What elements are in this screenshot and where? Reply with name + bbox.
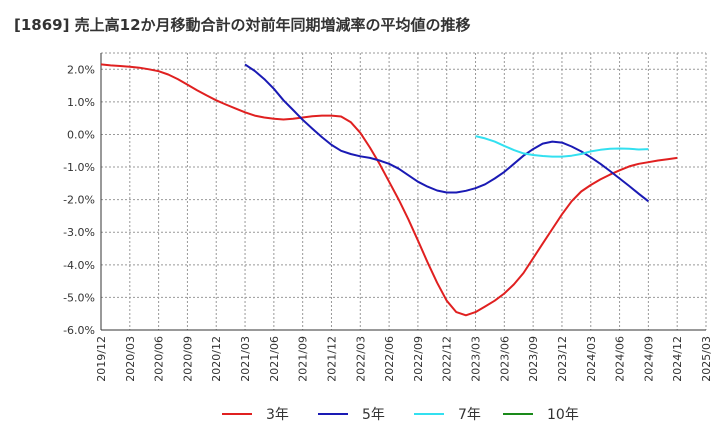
x-tick-label: 2021/03 (239, 336, 252, 382)
y-tick-label: -2.0% (63, 194, 95, 207)
x-tick-label: 2020/12 (210, 336, 223, 382)
x-tick-label: 2023/12 (556, 336, 569, 382)
y-tick-label: -1.0% (63, 161, 95, 174)
x-tick-label: 2023/09 (527, 336, 540, 382)
series-lines (100, 63, 678, 317)
legend-label-1: 5年 (362, 407, 385, 423)
x-tick-label: 2024/09 (642, 336, 655, 382)
legend-label-3: 10年 (547, 407, 579, 423)
x-tick-label: 2022/09 (412, 336, 425, 382)
x-axis-ticks: 2019/12 2020/03 2020/06 2020/09 2020/12 2021/… (95, 336, 713, 382)
y-tick-label: 1.0% (67, 96, 95, 109)
y-tick-label: -5.0% (63, 291, 95, 304)
x-tick-label: 2020/06 (153, 336, 166, 382)
series-line-1 (244, 63, 650, 203)
x-tick-label: 2024/03 (585, 336, 598, 382)
legend: 3年 5年 7年 10年 (222, 407, 579, 423)
x-tick-label: 2019/12 (95, 336, 108, 382)
y-tick-label: -6.0% (63, 324, 95, 337)
x-tick-label: 2022/12 (441, 336, 454, 382)
y-tick-label: -3.0% (63, 226, 95, 239)
y-axis-ticks: 2.0% 1.0% 0.0% -1.0% -2.0% -3.0% -4.0% -5.0% -6.… (63, 63, 95, 337)
x-tick-label: 2025/03 (700, 336, 713, 382)
y-tick-label: -4.0% (63, 259, 95, 272)
series-line-0 (100, 63, 678, 317)
grid-lines (100, 52, 707, 331)
x-tick-label: 2020/09 (181, 336, 194, 382)
x-tick-label: 2024/12 (671, 336, 684, 382)
x-tick-label: 2021/06 (268, 336, 281, 382)
x-tick-label: 2020/03 (124, 336, 137, 382)
x-tick-label: 2022/06 (383, 336, 396, 382)
x-tick-label: 2021/12 (325, 336, 338, 382)
y-tick-label: 0.0% (67, 128, 95, 141)
x-tick-label: 2023/03 (470, 336, 483, 382)
legend-label-0: 3年 (266, 407, 289, 423)
x-tick-label: 2022/03 (354, 336, 367, 382)
x-tick-label: 2023/06 (498, 336, 511, 382)
y-tick-label: 2.0% (67, 63, 95, 76)
x-tick-label: 2021/09 (297, 336, 310, 382)
chart-title: [1869] 売上高12か月移動合計の対前年同期増減率の平均値の推移 (14, 16, 471, 34)
legend-label-2: 7年 (458, 407, 481, 423)
series-line-2 (475, 135, 649, 158)
x-tick-label: 2024/06 (614, 336, 627, 382)
